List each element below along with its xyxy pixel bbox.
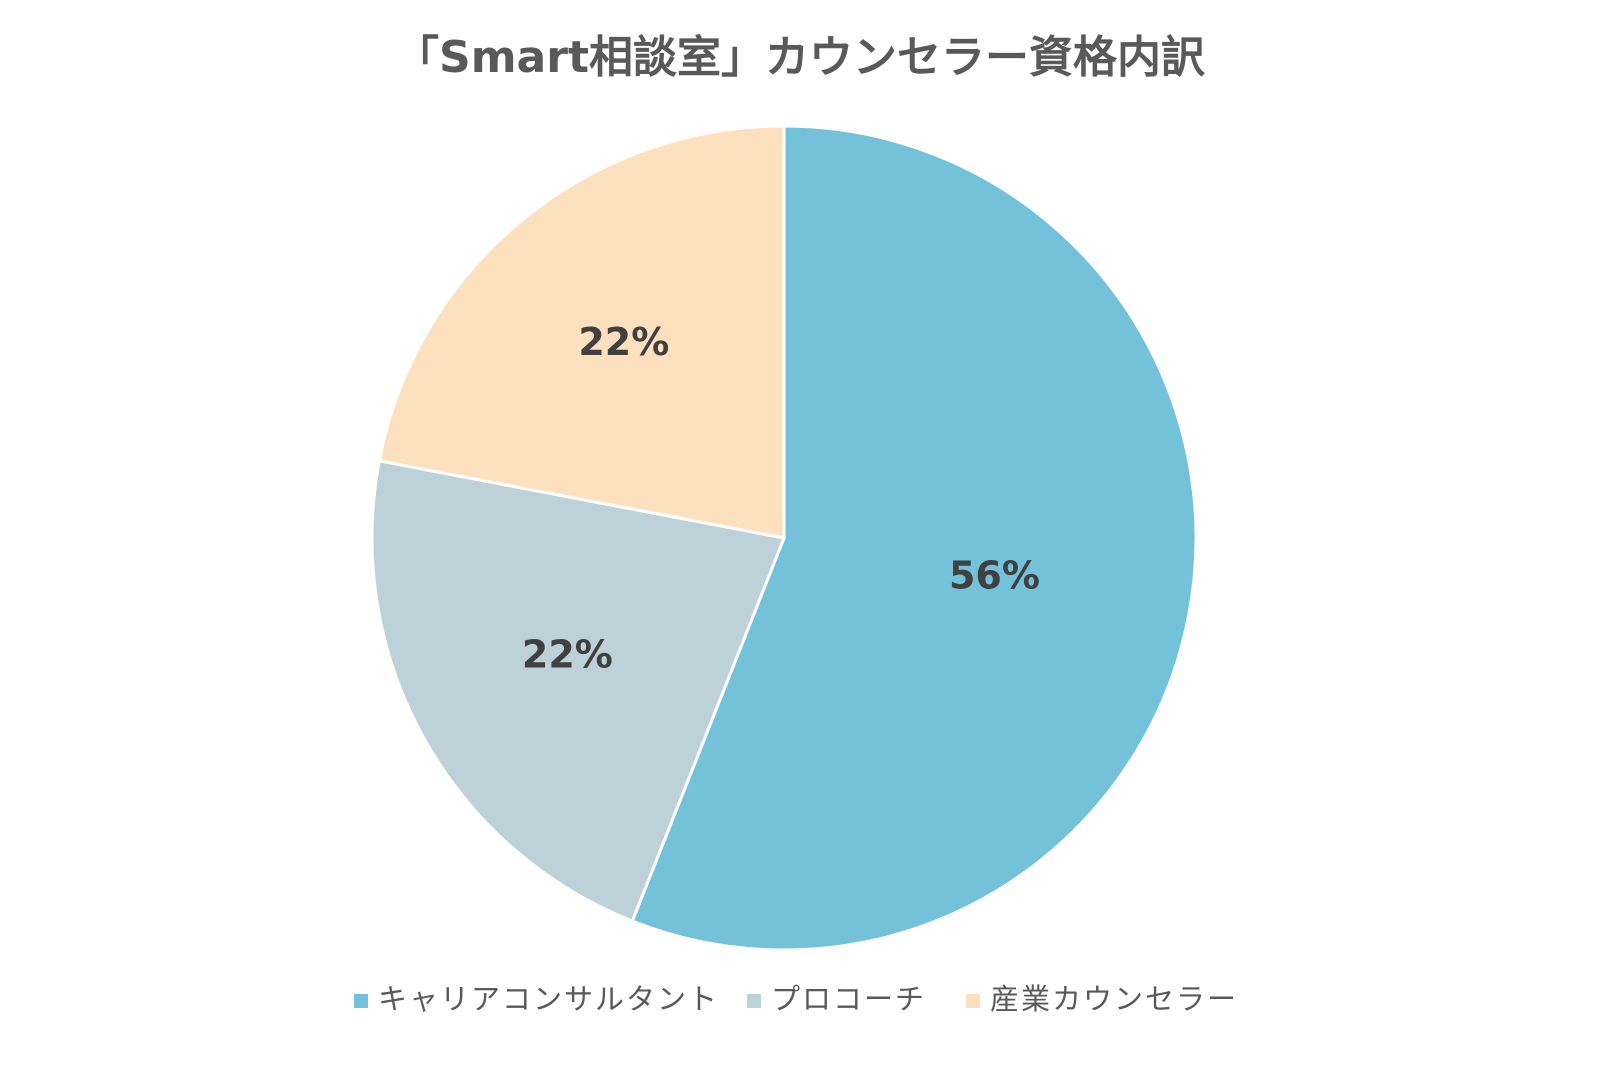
legend: キャリアコンサルタント プロコーチ 産業カウンセラー (354, 982, 1238, 1016)
pie-slice-2 (370, 459, 787, 924)
legend-item-2: プロコーチ (747, 982, 926, 1016)
slice-label-1: 56% (949, 554, 1040, 598)
pie-slices (370, 124, 1198, 952)
legend-label-3: 産業カウンセラー (990, 982, 1238, 1016)
legend-item-3: 産業カウンセラー (966, 982, 1238, 1016)
pie-slice-1 (630, 124, 1198, 952)
pie-slice-3 (377, 124, 786, 540)
slice-label-2: 22% (522, 633, 613, 677)
legend-swatch-3 (966, 994, 980, 1008)
legend-label-2: プロコーチ (771, 982, 926, 1016)
legend-swatch-2 (747, 994, 761, 1008)
legend-item-1: キャリアコンサルタント (354, 982, 719, 1016)
chart-title: 「Smart相談室」カウンセラー資格内訳 (395, 32, 1206, 83)
legend-label-1: キャリアコンサルタント (378, 982, 719, 1016)
pie-slice-labels: 56% 22% 22% (522, 320, 1040, 677)
slice-label-3: 22% (578, 320, 669, 364)
legend-swatch-1 (354, 994, 368, 1008)
